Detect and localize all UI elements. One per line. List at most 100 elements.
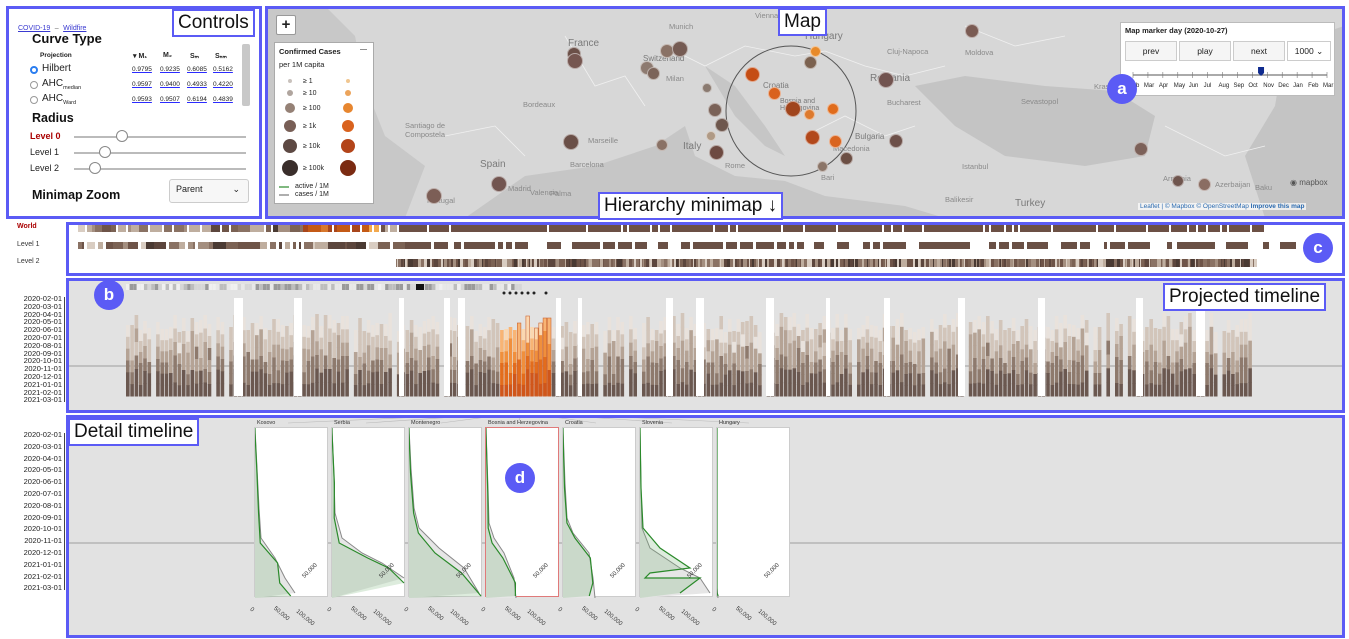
map-panel[interactable]: France Spain Italy Hungary Romania Croat… — [265, 6, 1344, 218]
minimap-level1-cell — [603, 242, 615, 249]
map-marker[interactable] — [889, 134, 903, 148]
proj-bar-segment — [207, 348, 212, 361]
map-marker[interactable] — [805, 130, 820, 145]
map-marker[interactable] — [706, 131, 716, 141]
map-marker[interactable] — [715, 118, 729, 132]
map-marker[interactable] — [647, 67, 660, 80]
map-marker[interactable] — [567, 53, 583, 69]
map-marker[interactable] — [702, 83, 712, 93]
attribution-link[interactable]: Leaflet | © Mapbox © OpenStreetMap — [1140, 203, 1249, 210]
prev-button[interactable]: prev — [1125, 41, 1177, 61]
map-marker[interactable] — [745, 67, 760, 82]
small-multiple-kosovo[interactable]: Kosovo 50,000 — [254, 420, 328, 598]
proj-bar-segment — [1145, 338, 1149, 351]
map-marker[interactable] — [965, 24, 979, 38]
proj-bar-segment — [1166, 356, 1171, 370]
header-sm[interactable]: Sₘ — [190, 53, 200, 60]
projected-timeline[interactable] — [66, 278, 1344, 412]
proj-strip-cell — [378, 284, 382, 290]
map-marker[interactable] — [1172, 175, 1184, 187]
map-marker[interactable] — [878, 72, 894, 88]
breadcrumb-covid[interactable]: COVID-19 — [18, 25, 51, 32]
proj-bar-segment — [543, 344, 547, 358]
map-marker[interactable] — [829, 135, 842, 148]
play-button[interactable]: play — [1179, 41, 1231, 61]
map-marker[interactable] — [491, 176, 507, 192]
map-marker[interactable] — [827, 103, 839, 115]
next-button[interactable]: next — [1233, 41, 1285, 61]
map-marker[interactable] — [709, 145, 724, 160]
improve-map-link[interactable]: Improve this map — [1250, 203, 1305, 210]
hierarchy-minimap[interactable] — [66, 222, 1344, 276]
header-m2[interactable]: M₂ — [163, 52, 172, 59]
map-marker[interactable] — [1198, 178, 1211, 191]
proj-bar-segment — [900, 326, 904, 342]
map-marker[interactable] — [817, 161, 828, 172]
map-marker[interactable] — [426, 188, 442, 204]
radio-ahc-median[interactable] — [30, 81, 38, 89]
minimap-level2-cell — [566, 259, 569, 267]
proj-bar-segment — [130, 384, 134, 397]
level-0-slider[interactable] — [74, 136, 246, 138]
minimap-level1-cell — [1007, 242, 1009, 249]
proj-bar-segment — [620, 371, 625, 385]
breadcrumb-sep: – — [54, 25, 59, 32]
zoom-in-button[interactable]: + — [276, 15, 296, 35]
minimap-level2-cell — [577, 259, 580, 267]
small-multiple-montenegro[interactable]: Montenegro 50,000 — [408, 420, 482, 598]
map-marker[interactable] — [840, 152, 853, 165]
level-0-knob[interactable] — [116, 130, 129, 142]
header-m1[interactable]: ▾ M₁ — [133, 53, 148, 60]
level-1-knob[interactable] — [98, 146, 111, 158]
proj-bar-segment — [409, 320, 414, 334]
proj-bar-segment — [427, 319, 431, 333]
minimap-level1-cell — [98, 242, 103, 249]
small-multiple-slovenia[interactable]: Slovenia 50,000 — [639, 420, 713, 598]
map-marker[interactable] — [768, 87, 781, 100]
city-label: Bucharest — [887, 98, 921, 107]
small-multiple-serbia[interactable]: Serbia 50,000 — [331, 420, 405, 598]
header-snm[interactable]: Sₙₘ — [215, 53, 227, 60]
small-multiple-hungary[interactable]: Hungary 50,000 — [716, 420, 790, 598]
day-slider[interactable] — [1121, 63, 1336, 95]
proj-bar-segment — [1145, 361, 1149, 374]
minimap-level2-cell — [1165, 259, 1166, 267]
minimap-level2-cell — [1055, 259, 1057, 267]
value-cell: 0.4839 — [213, 96, 233, 103]
minimap-level2-cell — [937, 259, 940, 267]
radio-ahc-ward[interactable] — [30, 96, 38, 104]
minimap-level2-cell — [443, 259, 444, 267]
detail-timeline[interactable]: Kosovo 50,000 0 50,000 100,000 Serbia 50,000 0 5… — [66, 415, 1344, 637]
level-2-slider[interactable] — [74, 168, 246, 170]
breadcrumb-wildfire[interactable]: Wildfire — [63, 25, 87, 32]
map-marker[interactable] — [810, 46, 821, 57]
map-marker[interactable] — [672, 41, 688, 57]
proj-bar-segment — [590, 372, 594, 385]
map-marker[interactable] — [804, 109, 815, 120]
proj-bar-segment — [1067, 372, 1072, 385]
proj-bar-segment — [543, 331, 547, 345]
map-marker[interactable] — [785, 101, 801, 117]
speed-select[interactable]: 1000 ⌄ — [1287, 41, 1331, 61]
minimap-level2-cell — [488, 259, 491, 267]
small-multiple-bosnia-and-herzegovina[interactable]: Bosnia and Herzegovina 50,000 — [485, 420, 559, 598]
minimap-level2-cell — [864, 259, 867, 267]
proj-bar-segment — [358, 357, 362, 371]
map-marker[interactable] — [708, 103, 722, 117]
table-scrollbar[interactable] — [242, 44, 250, 106]
map-marker[interactable] — [656, 139, 668, 151]
small-multiple-croatia[interactable]: Croatia 50,000 — [562, 420, 636, 598]
radio-hilbert[interactable] — [30, 66, 38, 74]
legend-collapse-button[interactable]: — — [360, 46, 367, 53]
map-marker[interactable] — [804, 56, 817, 69]
proj-bar-segment — [207, 372, 212, 385]
proj-bar-segment — [551, 361, 556, 374]
level-2-knob[interactable] — [88, 162, 101, 174]
minimap-world-cell — [303, 225, 308, 232]
minimap-zoom-select[interactable]: Parent ⌄ — [169, 179, 249, 203]
proj-bar-segment — [805, 368, 809, 383]
level-1-slider[interactable] — [74, 152, 246, 154]
proj-bar-segment — [1046, 327, 1050, 339]
map-marker[interactable] — [1134, 142, 1148, 156]
map-marker[interactable] — [563, 134, 579, 150]
